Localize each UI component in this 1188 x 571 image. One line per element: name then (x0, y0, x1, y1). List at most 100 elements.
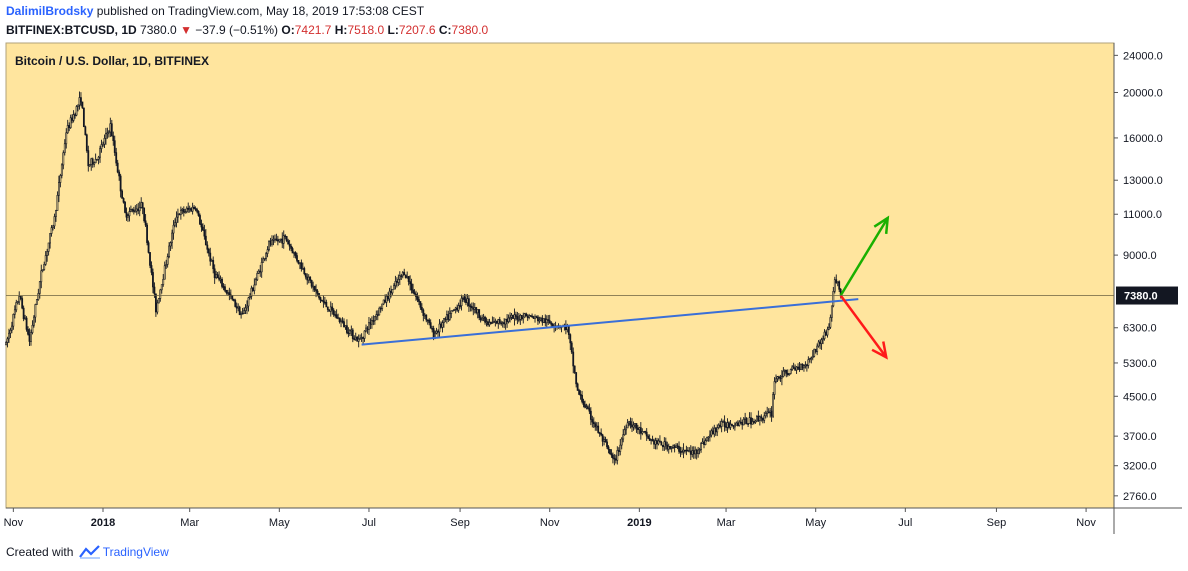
candle-body (131, 209, 134, 211)
author-link[interactable]: DalimilBrodsky (6, 4, 94, 18)
candle-body (584, 404, 586, 408)
candle-body (218, 277, 220, 280)
candle-body (184, 211, 187, 214)
candle-body (206, 244, 209, 250)
candle-body (113, 140, 116, 153)
candle-body (817, 341, 820, 347)
time-tick-label: 2018 (91, 517, 115, 529)
candle-body (8, 332, 10, 340)
candle-body (306, 276, 309, 281)
candle-body (731, 423, 733, 426)
candle-body (479, 317, 482, 321)
candle-body (38, 281, 41, 294)
time-axis[interactable] (6, 508, 1182, 534)
price-tick-label: 16000.0 (1123, 133, 1163, 145)
candle-body (116, 162, 119, 173)
candle-body (585, 406, 588, 408)
candle-body (432, 328, 435, 338)
candle-body (313, 285, 316, 290)
candle-body (681, 451, 683, 453)
candle-body (420, 306, 423, 311)
candle-body (268, 240, 270, 250)
candle-body (63, 143, 66, 154)
tradingview-link[interactable]: TradingView (102, 545, 169, 559)
candle-body (412, 289, 414, 293)
candle-body (682, 449, 685, 452)
candle-body (717, 424, 720, 428)
candle-body (175, 216, 178, 224)
candle-body (445, 314, 448, 320)
candle-body (112, 135, 115, 141)
candle-body (597, 425, 600, 433)
candle-body (348, 330, 351, 334)
candle-body (678, 446, 680, 452)
price-axis[interactable] (1114, 43, 1182, 508)
candle-body (613, 457, 616, 460)
candle-body (182, 209, 185, 213)
candle-body (62, 152, 65, 166)
candle-body (376, 314, 379, 316)
published-text: published on TradingView.com, May 18, 20… (96, 4, 425, 18)
candle-body (535, 316, 538, 319)
candle-body (475, 307, 478, 314)
last-price-tag (1116, 286, 1178, 305)
candle-body (429, 322, 432, 329)
candle-body (207, 249, 210, 254)
price-tick-label: 3200.0 (1123, 461, 1157, 473)
price-tick-label: 9000.0 (1123, 250, 1157, 262)
candle-body (298, 262, 301, 264)
candle-body (350, 329, 353, 332)
candle-body (293, 252, 295, 254)
candle-body (60, 164, 63, 176)
candle-body (620, 438, 623, 446)
candle-body (792, 366, 795, 369)
chart-frame (5, 42, 1182, 534)
candle-body (826, 328, 829, 336)
candle-body (498, 319, 501, 324)
candle-body (772, 394, 774, 417)
candle-body (156, 302, 159, 313)
candle-body (354, 336, 357, 340)
candle-body (149, 252, 151, 266)
time-tick-label: Nov (4, 517, 24, 529)
candle-body (531, 315, 533, 318)
candle-body (250, 287, 253, 297)
candle-body (204, 235, 207, 246)
candle-body (694, 449, 697, 455)
candle-body (231, 295, 234, 300)
candle-body (172, 224, 175, 234)
candle-body (422, 309, 425, 316)
candle-body (398, 275, 401, 280)
candle-body (748, 417, 751, 425)
candle-body (463, 296, 466, 301)
candle-body (254, 279, 257, 286)
price-tick-label: 4500.0 (1123, 391, 1157, 403)
plot-area[interactable] (6, 43, 1114, 508)
candle-body (528, 315, 531, 318)
candle-body (409, 281, 412, 285)
candle-body (356, 336, 359, 342)
candle-body (654, 440, 657, 445)
candle-body (589, 410, 592, 420)
candle-body (163, 265, 166, 280)
candle-body (263, 257, 266, 260)
candle-body (162, 278, 165, 285)
candle-body (278, 238, 281, 242)
candle-body (276, 239, 279, 242)
candle-body (404, 274, 407, 278)
candle-body (144, 220, 147, 226)
candle-body (135, 208, 138, 212)
price-axis-labels: 24000.0 20000.0 16000.0 13000.0 11000.0 9000.… (6, 50, 1178, 503)
candle-body (237, 306, 240, 309)
candle-body (332, 309, 335, 315)
candle-body (287, 240, 290, 245)
candle-body (384, 299, 387, 303)
candle-body (720, 421, 723, 427)
candle-body (343, 321, 345, 328)
candle-body (390, 290, 392, 294)
candle-body (106, 132, 109, 135)
candle-body (542, 318, 545, 323)
candle-body (185, 207, 188, 213)
candle-body (638, 427, 641, 430)
